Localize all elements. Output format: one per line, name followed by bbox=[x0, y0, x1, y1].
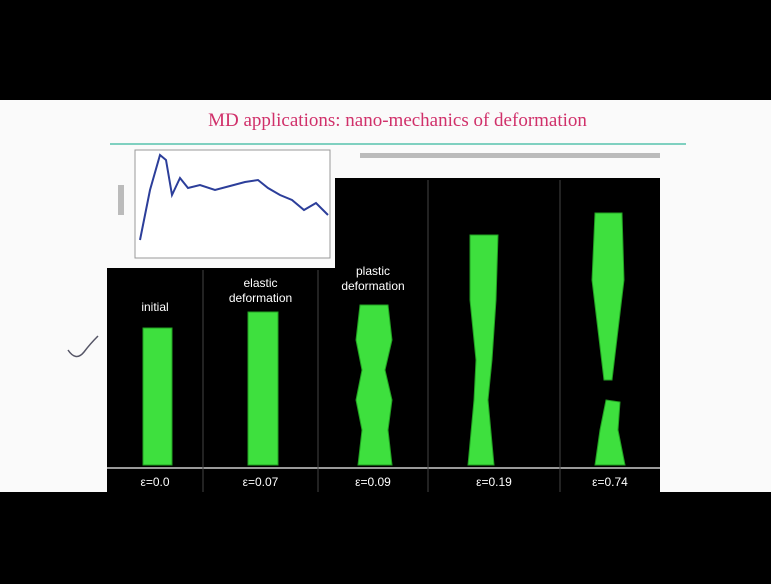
panel-label: initial bbox=[141, 300, 169, 314]
strain-label: ε=0.07 bbox=[242, 475, 279, 489]
slide-title: MD applications: nano-mechanics of defor… bbox=[208, 110, 587, 131]
nanowire bbox=[591, 212, 625, 381]
nanowire bbox=[142, 327, 173, 466]
nanowire bbox=[467, 234, 499, 466]
nanowire bbox=[594, 399, 626, 466]
inset-axis-label bbox=[118, 185, 124, 215]
strain-label: ε=0.19 bbox=[476, 475, 512, 489]
inset-curve bbox=[139, 153, 329, 241]
strain-label: ε=0.09 bbox=[355, 475, 391, 489]
citation bbox=[360, 153, 660, 158]
ink-mark bbox=[67, 335, 99, 358]
panel-label: elastic deformation bbox=[228, 276, 293, 305]
panels bbox=[142, 180, 626, 492]
inset-frame bbox=[134, 149, 331, 259]
strain-label: ε=0.0 bbox=[140, 475, 170, 489]
panel-label: plastic deformation bbox=[341, 264, 405, 293]
stress-strain-inset bbox=[118, 149, 331, 259]
nanowire bbox=[355, 304, 393, 466]
strain-label: ε=0.74 bbox=[592, 475, 628, 489]
nanowire bbox=[247, 311, 279, 466]
